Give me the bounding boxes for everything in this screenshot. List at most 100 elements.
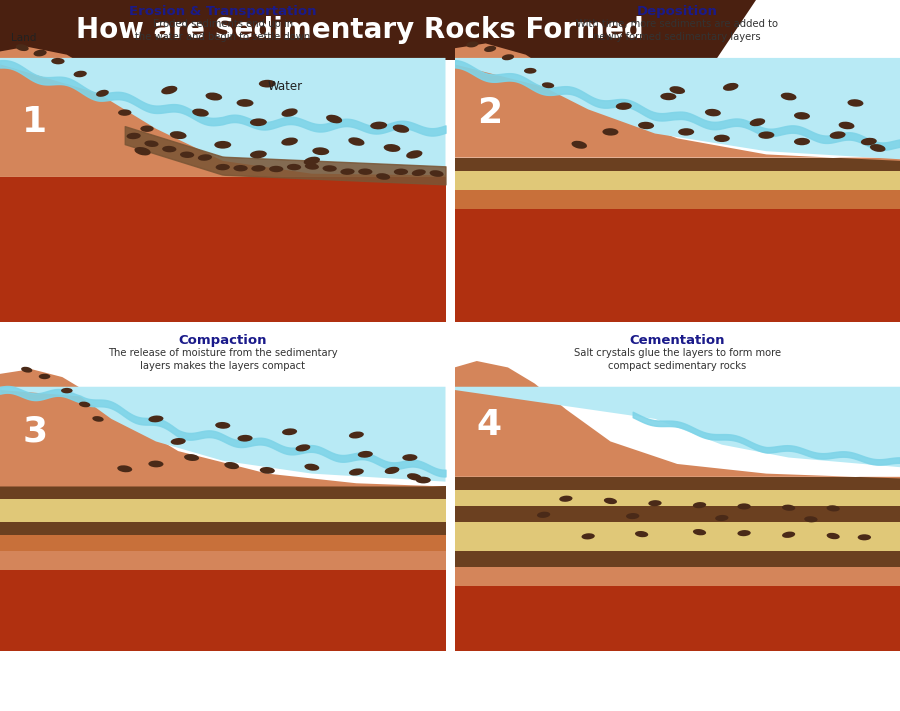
Text: Deposition: Deposition xyxy=(637,5,717,18)
Ellipse shape xyxy=(233,165,248,171)
Ellipse shape xyxy=(406,150,422,159)
Ellipse shape xyxy=(384,466,400,474)
Ellipse shape xyxy=(16,44,29,51)
Ellipse shape xyxy=(282,108,298,117)
Ellipse shape xyxy=(670,86,685,94)
Polygon shape xyxy=(0,58,446,176)
Ellipse shape xyxy=(781,92,797,100)
Text: The release of moisture from the sedimentary
layers makes the layers compact: The release of moisture from the sedimen… xyxy=(108,348,338,371)
Ellipse shape xyxy=(205,92,222,100)
Ellipse shape xyxy=(826,506,840,511)
Ellipse shape xyxy=(705,109,721,117)
Ellipse shape xyxy=(216,164,230,171)
Ellipse shape xyxy=(348,137,364,146)
Ellipse shape xyxy=(312,147,329,155)
Ellipse shape xyxy=(61,388,73,393)
Polygon shape xyxy=(454,477,900,490)
Polygon shape xyxy=(0,387,446,481)
Ellipse shape xyxy=(349,432,364,439)
Ellipse shape xyxy=(250,151,266,159)
Polygon shape xyxy=(0,499,446,522)
Polygon shape xyxy=(0,535,446,551)
Ellipse shape xyxy=(466,41,479,48)
Ellipse shape xyxy=(402,454,418,461)
Ellipse shape xyxy=(604,498,617,504)
Ellipse shape xyxy=(737,530,751,536)
Ellipse shape xyxy=(830,132,846,139)
Polygon shape xyxy=(454,567,900,586)
Ellipse shape xyxy=(148,415,164,422)
Ellipse shape xyxy=(51,58,65,65)
Ellipse shape xyxy=(21,367,32,373)
Ellipse shape xyxy=(39,374,50,379)
Ellipse shape xyxy=(96,90,109,97)
Polygon shape xyxy=(454,387,900,467)
Ellipse shape xyxy=(407,474,422,481)
Text: Water: Water xyxy=(267,80,302,93)
Ellipse shape xyxy=(305,163,319,170)
Text: Land: Land xyxy=(11,33,37,43)
Ellipse shape xyxy=(349,469,364,476)
Text: 3: 3 xyxy=(22,415,48,449)
Ellipse shape xyxy=(260,467,274,474)
Ellipse shape xyxy=(282,137,298,146)
Ellipse shape xyxy=(140,125,154,132)
Text: Erosion & Transportation: Erosion & Transportation xyxy=(129,5,317,18)
Ellipse shape xyxy=(394,169,408,175)
Ellipse shape xyxy=(759,132,774,139)
Ellipse shape xyxy=(304,464,320,471)
Text: With time, more sediments are added to
newly formed sedimentary layers: With time, more sediments are added to n… xyxy=(576,19,778,42)
Ellipse shape xyxy=(429,170,444,177)
Ellipse shape xyxy=(750,118,765,127)
Ellipse shape xyxy=(269,166,284,172)
Polygon shape xyxy=(454,209,900,321)
Ellipse shape xyxy=(648,500,662,506)
Ellipse shape xyxy=(148,461,164,467)
Ellipse shape xyxy=(326,114,342,123)
Polygon shape xyxy=(0,486,446,499)
Ellipse shape xyxy=(193,109,209,117)
Ellipse shape xyxy=(251,165,266,171)
Ellipse shape xyxy=(502,54,514,60)
Ellipse shape xyxy=(581,533,595,540)
Polygon shape xyxy=(454,171,900,190)
Ellipse shape xyxy=(171,438,185,445)
Polygon shape xyxy=(454,58,900,159)
Text: 1: 1 xyxy=(22,105,48,139)
Ellipse shape xyxy=(794,112,810,119)
Polygon shape xyxy=(454,43,900,161)
Ellipse shape xyxy=(635,531,648,538)
Text: 4: 4 xyxy=(477,408,502,442)
Ellipse shape xyxy=(693,529,706,535)
Ellipse shape xyxy=(392,124,410,133)
Ellipse shape xyxy=(714,134,730,142)
Ellipse shape xyxy=(79,402,90,407)
Polygon shape xyxy=(454,490,900,506)
Polygon shape xyxy=(454,506,900,522)
Ellipse shape xyxy=(782,532,796,538)
Ellipse shape xyxy=(723,83,739,91)
Ellipse shape xyxy=(678,128,694,136)
Ellipse shape xyxy=(542,82,554,88)
Ellipse shape xyxy=(416,476,431,483)
Ellipse shape xyxy=(860,138,877,145)
Polygon shape xyxy=(454,551,900,567)
Text: Salt crystals glue the layers to form more
compact sedimentary rocks: Salt crystals glue the layers to form mo… xyxy=(573,348,781,371)
Ellipse shape xyxy=(524,68,536,74)
Ellipse shape xyxy=(282,428,297,435)
Ellipse shape xyxy=(602,128,618,136)
Ellipse shape xyxy=(33,50,47,56)
Ellipse shape xyxy=(184,454,199,461)
Ellipse shape xyxy=(782,505,796,510)
Ellipse shape xyxy=(127,133,140,139)
Text: Compaction: Compaction xyxy=(178,333,267,346)
Ellipse shape xyxy=(858,534,871,540)
Polygon shape xyxy=(0,522,446,535)
Ellipse shape xyxy=(693,502,706,508)
Ellipse shape xyxy=(870,144,886,152)
Ellipse shape xyxy=(93,416,104,422)
Ellipse shape xyxy=(295,444,310,451)
Ellipse shape xyxy=(134,147,150,156)
Text: How are Sedimentary Rocks Formed: How are Sedimentary Rocks Formed xyxy=(76,16,644,44)
Text: 2: 2 xyxy=(477,95,502,129)
